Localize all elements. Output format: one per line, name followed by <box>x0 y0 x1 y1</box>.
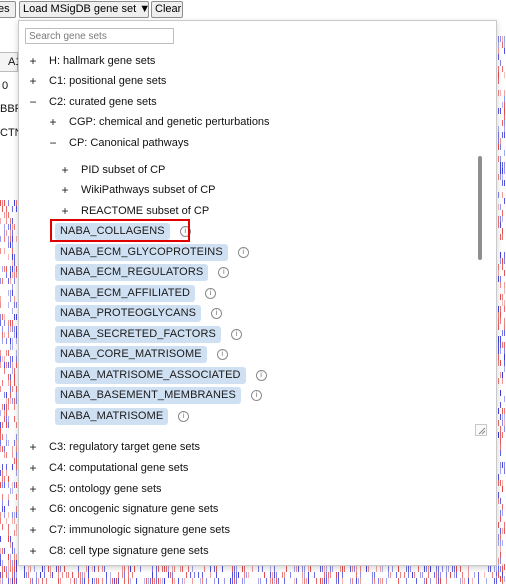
gene-set-item[interactable]: NABA_SECRETED_FACTORS i <box>55 324 242 344</box>
plus-icon[interactable]: + <box>61 204 69 218</box>
underlying-widget-edge[interactable] <box>0 52 18 72</box>
gene-set-item[interactable]: NABA_COLLAGENS i <box>55 221 191 241</box>
info-circle-icon[interactable]: i <box>218 266 230 278</box>
tree-item-c2[interactable]: − C2: curated gene sets <box>27 92 157 112</box>
gene-set-chip[interactable]: NABA_ECM_REGULATORS <box>55 263 209 281</box>
info-circle-icon[interactable]: i <box>216 348 228 360</box>
tree-item-label: C7: immunologic signature gene sets <box>49 524 230 536</box>
tree-item-c4[interactable]: + C4: computational gene sets <box>27 458 188 478</box>
plus-icon[interactable]: + <box>61 183 69 197</box>
plus-icon[interactable]: + <box>29 74 37 88</box>
gene-set-item[interactable]: NABA_ECM_GLYCOPROTEINS i <box>55 242 249 262</box>
tree-item-label: H: hallmark gene sets <box>49 55 156 67</box>
load-msigdb-gene-set-button[interactable]: Load MSigDB gene set ▼ <box>19 1 151 18</box>
tree-item-pid[interactable]: + PID subset of CP <box>59 160 165 180</box>
tree-item-label: CP: Canonical pathways <box>69 137 189 149</box>
tree-item-label: C3: regulatory target gene sets <box>49 441 201 453</box>
chevron-down-icon: ▼ <box>139 3 151 15</box>
tree-item-label: C4: computational gene sets <box>49 462 189 474</box>
minus-icon[interactable]: − <box>49 136 57 150</box>
tree-item-c1[interactable]: + C1: positional gene sets <box>27 71 166 91</box>
gene-set-chip[interactable]: NABA_SECRETED_FACTORS <box>55 325 221 343</box>
gene-set-chip[interactable]: NABA_ECM_GLYCOPROTEINS <box>55 243 228 261</box>
tree-item-c6[interactable]: + C6: oncogenic signature gene sets <box>27 499 218 519</box>
gene-set-chip[interactable]: NABA_ECM_AFFILIATED <box>55 284 196 302</box>
plus-icon[interactable]: + <box>29 502 37 516</box>
info-circle-icon[interactable]: i <box>211 307 223 319</box>
tree-item-c5[interactable]: + C5: ontology gene sets <box>27 479 162 499</box>
info-circle-icon[interactable]: i <box>250 389 262 401</box>
heatmap-strip-bottom <box>0 566 506 584</box>
gene-set-chip[interactable]: NABA_MATRISOME <box>55 407 169 425</box>
load-button-label: Load MSigDB gene set <box>23 3 137 15</box>
gene-set-item[interactable]: NABA_PROTEOGLYCANS i <box>55 303 223 323</box>
info-circle-icon[interactable]: i <box>237 246 249 258</box>
plus-icon[interactable]: + <box>29 440 37 454</box>
plus-icon[interactable]: + <box>29 461 37 475</box>
info-circle-icon[interactable]: i <box>205 287 217 299</box>
plus-icon[interactable]: + <box>49 115 57 129</box>
tree-item-h[interactable]: + H: hallmark gene sets <box>27 51 155 71</box>
tree-item-label: WikiPathways subset of CP <box>81 184 216 196</box>
gene-set-dropdown-panel: + H: hallmark gene sets + C1: positional… <box>18 20 497 566</box>
gene-set-item[interactable]: NABA_ECM_REGULATORS i <box>55 262 230 282</box>
heatmap-strip-right <box>496 36 506 582</box>
tree-item-label: C2: curated gene sets <box>49 96 157 108</box>
gene-set-item[interactable]: NABA_CORE_MATRISOME i <box>55 344 228 364</box>
gene-set-item[interactable]: NABA_MATRISOME_ASSOCIATED i <box>55 365 267 385</box>
tree-item-c8[interactable]: + C8: cell type signature gene sets <box>27 541 209 561</box>
plus-icon[interactable]: + <box>29 544 37 558</box>
edge-label-ctn: CTN <box>0 127 23 139</box>
minus-icon[interactable]: − <box>29 95 37 109</box>
tree-item-c7[interactable]: + C7: immunologic signature gene sets <box>27 520 230 540</box>
plus-icon[interactable]: + <box>61 163 69 177</box>
toolbar: es Load MSigDB gene set ▼ Clear <box>0 0 506 20</box>
tree-item-wikipathways[interactable]: + WikiPathways subset of CP <box>59 180 216 200</box>
partial-toolbar-button[interactable]: es <box>0 1 16 18</box>
tree-item-reactome[interactable]: + REACTOME subset of CP <box>59 201 209 221</box>
gene-set-chip[interactable]: NABA_BASEMENT_MEMBRANES <box>55 386 241 404</box>
tree-item-cgp[interactable]: + CGP: chemical and genetic perturbation… <box>47 112 270 132</box>
gene-set-item[interactable]: NABA_ECM_AFFILIATED i <box>55 283 217 303</box>
gene-set-chip[interactable]: NABA_PROTEOGLYCANS <box>55 304 202 322</box>
tree-item-c3[interactable]: + C3: regulatory target gene sets <box>27 437 200 457</box>
heatmap-strip-left <box>0 200 18 584</box>
clear-button[interactable]: Clear <box>151 1 183 18</box>
tree-item-label: C1: positional gene sets <box>49 75 167 87</box>
tree-item-label: C6: oncogenic signature gene sets <box>49 503 219 515</box>
edge-label-0: 0 <box>2 80 9 92</box>
plus-icon[interactable]: + <box>29 54 37 68</box>
tree-item-label: C8: cell type signature gene sets <box>49 545 209 557</box>
tree-item-label: PID subset of CP <box>81 164 166 176</box>
search-gene-sets-input[interactable] <box>25 28 174 44</box>
plus-icon[interactable]: + <box>29 482 37 496</box>
gene-set-chip[interactable]: NABA_COLLAGENS <box>55 222 170 240</box>
info-circle-icon[interactable]: i <box>178 410 190 422</box>
info-circle-icon[interactable]: i <box>230 328 242 340</box>
edge-label-bbf: BBF <box>0 103 22 115</box>
resize-grip-icon[interactable] <box>475 424 487 436</box>
tree-item-cp[interactable]: − CP: Canonical pathways <box>47 133 189 153</box>
scrollbar-thumb[interactable] <box>478 156 482 260</box>
gene-set-chip[interactable]: NABA_CORE_MATRISOME <box>55 345 207 363</box>
info-circle-icon[interactable]: i <box>179 225 191 237</box>
tree-item-label: CGP: chemical and genetic perturbations <box>69 116 270 128</box>
info-circle-icon[interactable]: i <box>255 369 267 381</box>
plus-icon[interactable]: + <box>29 523 37 537</box>
gene-set-item[interactable]: NABA_BASEMENT_MEMBRANES i <box>55 385 262 405</box>
tree-item-label: C5: ontology gene sets <box>49 483 162 495</box>
gene-set-item[interactable]: NABA_MATRISOME i <box>55 406 190 426</box>
gene-set-chip[interactable]: NABA_MATRISOME_ASSOCIATED <box>55 366 246 384</box>
tree-item-label: REACTOME subset of CP <box>81 205 210 217</box>
